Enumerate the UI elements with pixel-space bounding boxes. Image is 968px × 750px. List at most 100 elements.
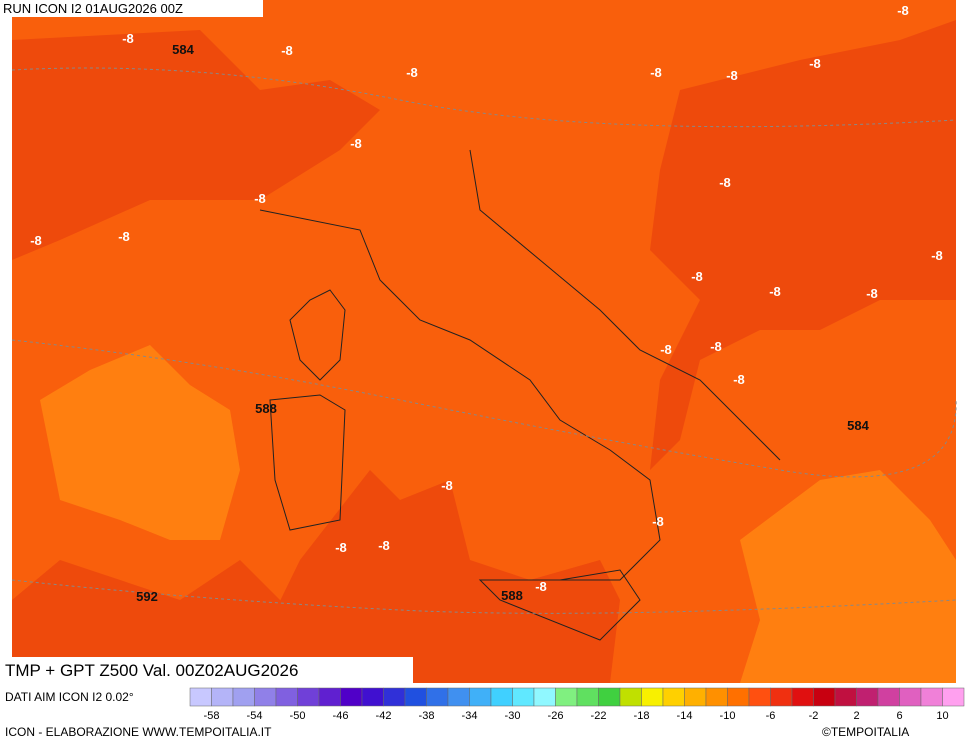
colorbar-tick-label: -30: [505, 710, 521, 722]
colorbar-swatch: [232, 687, 255, 707]
contour-label: -8: [441, 478, 453, 493]
colorbar-swatch: [426, 687, 449, 707]
contour-label: 592: [136, 589, 158, 604]
contour-label: -8: [535, 579, 547, 594]
contour-label: -8: [809, 56, 821, 71]
colorbar-swatch: [275, 687, 298, 707]
contour-label: -8: [30, 233, 42, 248]
contour-label: -8: [122, 31, 134, 46]
colorbar-swatch: [318, 687, 341, 707]
contour-label: -8: [281, 43, 293, 58]
contour-label: -8: [769, 284, 781, 299]
colorbar-swatch: [189, 687, 212, 707]
contour-label: -8: [726, 68, 738, 83]
colorbar-tick-label: -22: [591, 710, 607, 722]
colorbar-swatch: [727, 687, 750, 707]
colorbar-swatch: [920, 687, 943, 707]
colorbar-swatch: [684, 687, 707, 707]
run-label: RUN ICON I2 01AUG2026 00Z: [3, 1, 183, 16]
contour-labels: -8 584 -8 -8 -8 -8 -8 -8 -8 -8 -8 -8 -8 -8 -8 -8 -8 -8 -8 -…: [30, 3, 943, 604]
colorbar-tick-label: -10: [720, 710, 736, 722]
source: DATI AIM ICON I2 0.02°: [5, 690, 134, 704]
colorbar-tick-label: -6: [766, 710, 776, 722]
colorbar-swatch: [748, 687, 771, 707]
isolines: [11, 67, 957, 614]
region-dark: [12, 560, 300, 683]
contour-label: -8: [118, 229, 130, 244]
colorbar-swatch: [254, 687, 277, 707]
colorbar-tick-label: -26: [548, 710, 564, 722]
contour-label: -8: [378, 538, 390, 553]
colorbar-tick-label: 10: [936, 710, 948, 722]
colorbar-tick-label: 6: [896, 710, 902, 722]
colorbar-swatch: [383, 687, 406, 707]
contour-label: -8: [719, 175, 731, 190]
region-dark: [12, 30, 380, 260]
colorbar-swatch: [942, 687, 965, 707]
region-light: [40, 345, 240, 540]
colorbar-swatch: [361, 687, 384, 707]
colorbar-swatch: [211, 687, 234, 707]
colorbar-swatch: [490, 687, 513, 707]
contour-label: -8: [350, 136, 362, 151]
colorbar-swatch: [512, 687, 535, 707]
contour-label: 588: [501, 588, 523, 603]
region-dark: [650, 20, 956, 470]
colorbar-tick-label: -2: [809, 710, 819, 722]
colorbar-swatch: [555, 687, 578, 707]
colorbar-swatch: [576, 687, 599, 707]
colorbar-tick-label: -42: [376, 710, 392, 722]
map-area: [11, 0, 957, 683]
contour-label: 584: [172, 42, 194, 57]
region-light: [740, 470, 956, 683]
contour-label: -8: [254, 191, 266, 206]
contour-label: -8: [710, 339, 722, 354]
colorbar-tick-label: -18: [634, 710, 650, 722]
contour-label: -8: [931, 248, 943, 263]
colorbar-tick-label: -34: [462, 710, 478, 722]
contour-label: -8: [897, 3, 909, 18]
colorbar-tick-label: 2: [853, 710, 859, 722]
copyright: ©TEMPOITALIA: [822, 725, 909, 739]
contour-label: -8: [406, 65, 418, 80]
colorbar-swatch: [662, 687, 685, 707]
colorbar-swatch: [533, 687, 556, 707]
colorbar-swatch: [705, 687, 728, 707]
colorbar-tick-label: -58: [204, 710, 220, 722]
contour-label: -8: [691, 269, 703, 284]
colorbar-swatch: [619, 687, 642, 707]
colorbar-swatch: [447, 687, 470, 707]
colorbar-swatch: [404, 687, 427, 707]
contour-label: -8: [733, 372, 745, 387]
colorbar-swatch: [469, 687, 492, 707]
colorbar: -58 -54 -50 -46 -42 -38 -34 -30 -26 -22 -18 -14 -10-…: [189, 687, 965, 722]
coastlines: [259, 149, 781, 641]
colorbar-swatch: [791, 687, 814, 707]
colorbar-tick-label: -54: [247, 710, 263, 722]
contour-label: -8: [652, 514, 664, 529]
contour-label: 588: [255, 401, 277, 416]
contour-label: -8: [866, 286, 878, 301]
map-title: TMP + GPT Z500 Val. 00Z02AUG2026: [5, 661, 298, 680]
region-dark: [240, 470, 620, 683]
colorbar-swatch: [340, 687, 363, 707]
colorbar-swatch: [834, 687, 857, 707]
colorbar-swatch: [899, 687, 922, 707]
contour-label: -8: [650, 65, 662, 80]
colorbar-swatch: [770, 687, 793, 707]
credit: ICON - ELABORAZIONE WWW.TEMPOITALIA.IT: [5, 725, 272, 739]
colorbar-swatch: [813, 687, 836, 707]
colorbar-swatch: [877, 687, 900, 707]
header-box: [0, 0, 263, 17]
colorbar-swatch: [856, 687, 879, 707]
contour-label: -8: [335, 540, 347, 555]
colorbar-tick-label: -50: [290, 710, 306, 722]
contour-label: 584: [847, 418, 869, 433]
colorbar-swatch: [641, 687, 664, 707]
colorbar-tick-label: -14: [677, 710, 693, 722]
colorbar-tick-label: -38: [419, 710, 435, 722]
colorbar-swatch: [297, 687, 320, 707]
colorbar-tick-label: -46: [333, 710, 349, 722]
contour-label: -8: [660, 342, 672, 357]
